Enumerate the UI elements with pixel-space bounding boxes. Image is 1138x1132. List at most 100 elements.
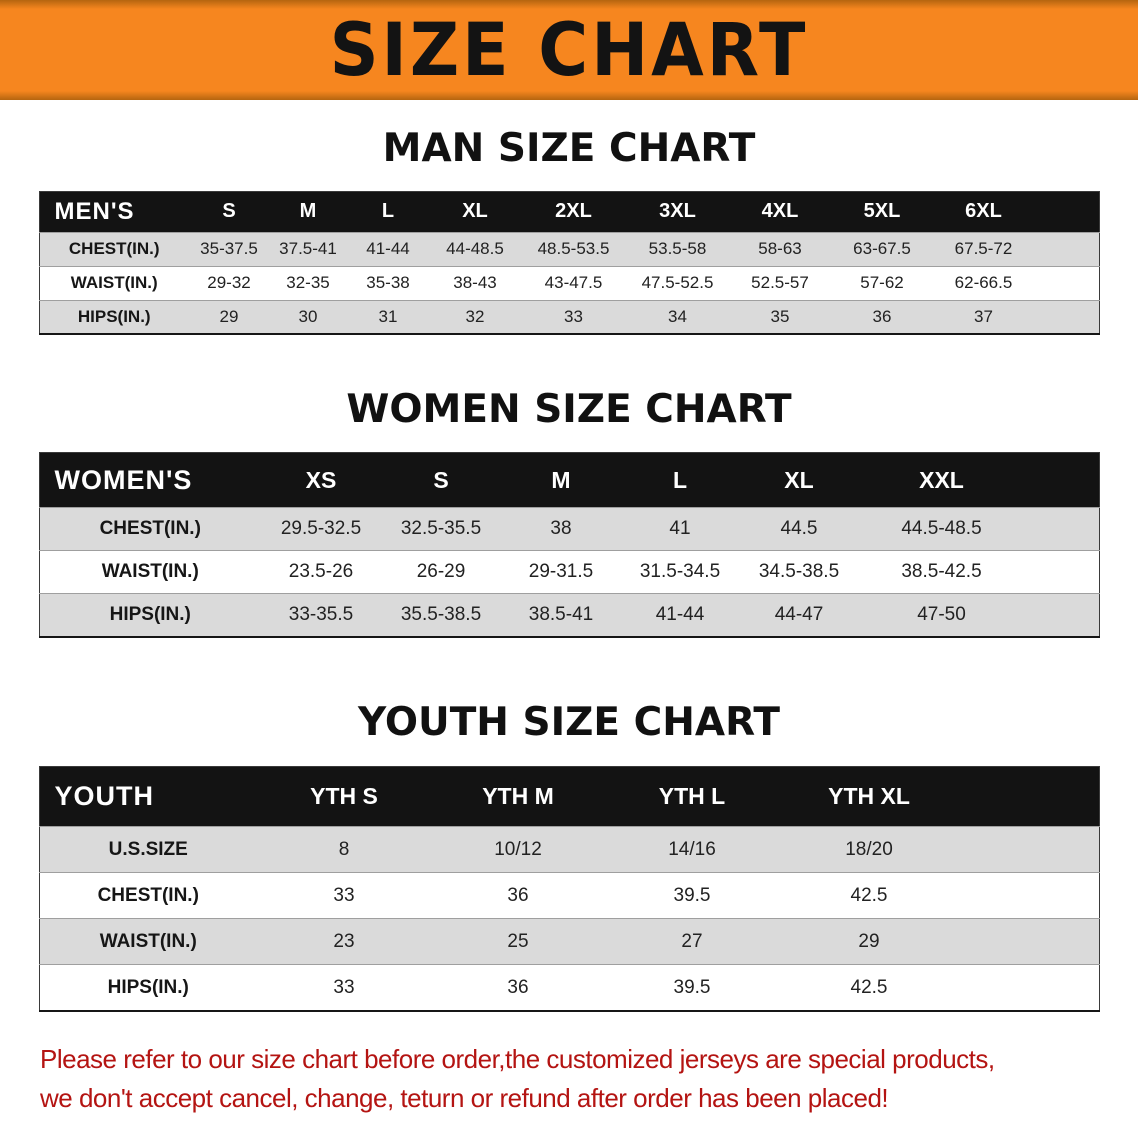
table-cell: 41-44 [347,231,429,267]
table-cell: 39.5 [605,964,779,1011]
table-cell: 38 [501,507,621,551]
table-cell: 18/20 [779,826,959,873]
table-cell: 36 [431,872,605,919]
size-header-cell: S [381,452,501,508]
size-header-cell: L [621,452,739,508]
size-header-cell: YTH M [431,766,605,827]
table-cell: 38.5-42.5 [859,550,1024,594]
men-table-title-cell: MEN'S [39,191,189,233]
row-label-cell: WAIST(IN.) [39,550,261,594]
table-cell: 25 [431,918,605,965]
table-cell: 63-67.5 [831,231,933,267]
table-cell: 47.5-52.5 [626,265,729,301]
spacer-cell [1024,593,1099,637]
spacer-cell [1034,265,1099,301]
women-chest-row: CHEST(IN.) 29.5-32.5 32.5-35.5 38 41 44.… [39,507,1099,551]
table-cell: 57-62 [831,265,933,301]
women-table-title-cell: WOMEN'S [39,452,261,508]
youth-table-header-row: YOUTH YTH S YTH M YTH L YTH XL [39,766,1099,827]
size-header-cell: YTH S [257,766,431,827]
women-table-header-row: WOMEN'S XS S M L XL XXL [39,452,1099,508]
spacer-cell [959,918,1099,965]
table-cell: 32.5-35.5 [381,507,501,551]
size-header-cell: L [347,191,429,233]
table-cell: 37.5-41 [269,231,347,267]
men-chest-row: CHEST(IN.) 35-37.5 37.5-41 41-44 44-48.5… [39,231,1099,267]
table-cell: 53.5-58 [626,231,729,267]
table-cell: 35-37.5 [189,231,269,267]
row-label-cell: CHEST(IN.) [39,507,261,551]
spacer-cell [1024,507,1099,551]
size-header-cell: S [189,191,269,233]
size-header-cell: 5XL [831,191,933,233]
table-cell: 47-50 [859,593,1024,637]
women-hips-row: HIPS(IN.) 33-35.5 35.5-38.5 38.5-41 41-4… [39,593,1099,637]
youth-size-section: YOUTH SIZE CHART YOUTH YTH S YTH M YTH L… [0,700,1138,1012]
men-waist-row: WAIST(IN.) 29-32 32-35 35-38 38-43 43-47… [39,265,1099,301]
size-header-cell: 4XL [729,191,831,233]
table-cell: 43-47.5 [521,265,626,301]
men-size-section: MAN SIZE CHART MEN'S S M L XL 2XL 3XL 4X… [0,126,1138,336]
table-cell: 58-63 [729,231,831,267]
table-cell: 44.5 [739,507,859,551]
youth-ussize-row: U.S.SIZE 8 10/12 14/16 18/20 [39,826,1099,873]
table-cell: 29.5-32.5 [261,507,381,551]
table-cell: 29-31.5 [501,550,621,594]
size-header-cell: 6XL [933,191,1034,233]
size-header-cell: 3XL [626,191,729,233]
size-header-cell: XL [429,191,521,233]
size-header-cell: XL [739,452,859,508]
table-cell: 39.5 [605,872,779,919]
table-cell: 42.5 [779,872,959,919]
men-size-table: MEN'S S M L XL 2XL 3XL 4XL 5XL 6XL CHEST… [38,190,1100,336]
size-chart-banner: SIZE CHART [0,0,1138,100]
men-section-heading: MAN SIZE CHART [382,126,756,171]
table-cell: 35.5-38.5 [381,593,501,637]
table-cell: 52.5-57 [729,265,831,301]
spacer-cell [959,964,1099,1011]
table-cell: 29-32 [189,265,269,301]
size-header-cell: 2XL [521,191,626,233]
table-cell: 48.5-53.5 [521,231,626,267]
table-cell: 29 [779,918,959,965]
row-label-cell: CHEST(IN.) [39,872,257,919]
women-size-table: WOMEN'S XS S M L XL XXL CHEST(IN.) 29.5-… [38,452,1100,638]
table-cell: 41 [621,507,739,551]
women-section-heading: WOMEN SIZE CHART [346,387,792,433]
table-cell: 30 [269,299,347,335]
table-cell: 35 [729,299,831,335]
table-cell: 29 [189,299,269,335]
spacer-cell [959,766,1099,827]
disclaimer-line-2: we don't accept cancel, change, teturn o… [40,1082,889,1113]
table-cell: 41-44 [621,593,739,637]
women-size-section: WOMEN SIZE CHART WOMEN'S XS S M L XL XXL [0,387,1138,638]
youth-chest-row: CHEST(IN.) 33 36 39.5 42.5 [39,872,1099,919]
disclaimer: Please refer to our size chart before or… [0,1040,1138,1118]
youth-hips-row: HIPS(IN.) 33 36 39.5 42.5 [39,964,1099,1011]
spacer-cell [1024,452,1099,508]
row-label-cell: HIPS(IN.) [39,299,189,335]
size-header-cell: M [269,191,347,233]
table-cell: 38.5-41 [501,593,621,637]
row-label-cell: CHEST(IN.) [39,231,189,267]
men-hips-row: HIPS(IN.) 29 30 31 32 33 34 35 36 37 [39,299,1099,335]
table-cell: 31.5-34.5 [621,550,739,594]
row-label-cell: U.S.SIZE [39,826,257,873]
table-cell: 62-66.5 [933,265,1034,301]
table-cell: 44-48.5 [429,231,521,267]
spacer-cell [1034,191,1099,233]
men-table-header-row: MEN'S S M L XL 2XL 3XL 4XL 5XL 6XL [39,191,1099,233]
table-cell: 32-35 [269,265,347,301]
spacer-cell [959,872,1099,919]
size-header-cell: XS [261,452,381,508]
row-label-cell: HIPS(IN.) [39,593,261,637]
disclaimer-line-1: Please refer to our size chart before or… [40,1043,995,1074]
table-cell: 27 [605,918,779,965]
table-cell: 26-29 [381,550,501,594]
banner-title: SIZE CHART [329,7,809,93]
table-cell: 14/16 [605,826,779,873]
table-cell: 32 [429,299,521,335]
youth-table-title-cell: YOUTH [39,766,257,827]
table-cell: 33 [257,872,431,919]
